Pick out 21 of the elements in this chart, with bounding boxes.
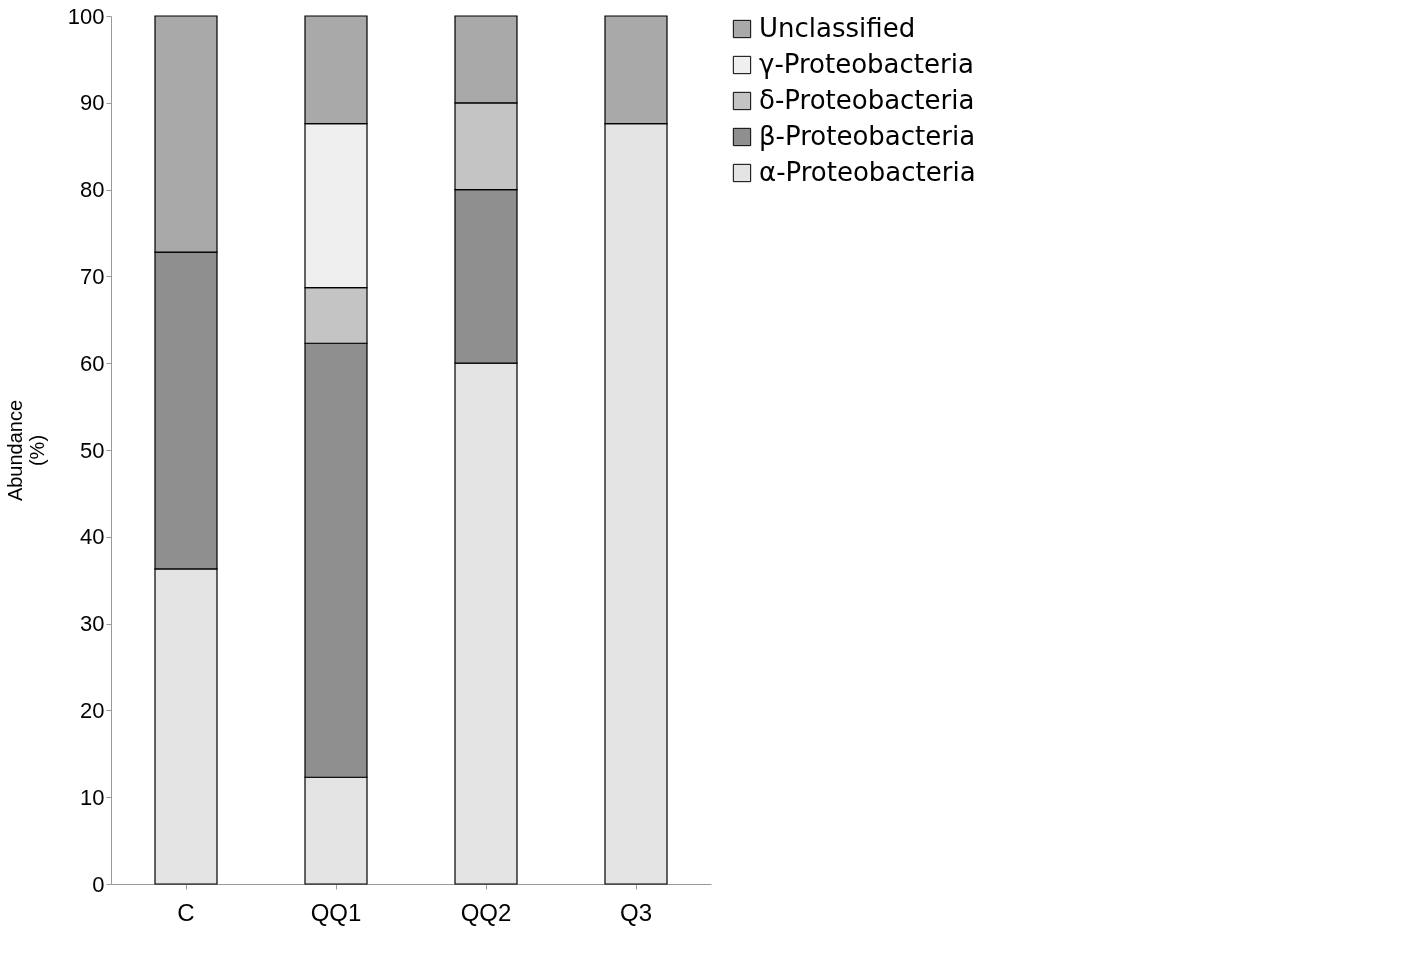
y-tick-label: 50 (80, 437, 105, 463)
y-tick-label: 0 (92, 871, 105, 897)
legend-label: δ-Proteobacteria (759, 85, 975, 115)
y-tick-label: 30 (80, 611, 105, 637)
y-tick-label: 100 (67, 3, 105, 29)
x-tick-label: C (177, 898, 195, 926)
legend-label: α-Proteobacteria (759, 157, 976, 187)
y-tick-label: 90 (80, 90, 105, 116)
y-tick-label: 70 (80, 263, 105, 289)
y-axis-title: Abundance (%) (3, 399, 48, 502)
legend-label: γ-Proteobacteria (759, 49, 974, 79)
legend-label: Unclassified (759, 13, 916, 43)
y-tick-label: 80 (80, 177, 105, 203)
x-tick-label: QQ1 (310, 898, 362, 926)
y-tick-label: 60 (80, 350, 105, 376)
y-tick-label: 20 (80, 697, 105, 723)
x-tick-label: QQ2 (460, 898, 512, 926)
y-tick-label: 40 (80, 524, 105, 550)
x-tick-label: Q3 (619, 898, 653, 926)
legend-label: β-Proteobacteria (759, 121, 976, 151)
y-tick-label: 10 (80, 784, 105, 810)
